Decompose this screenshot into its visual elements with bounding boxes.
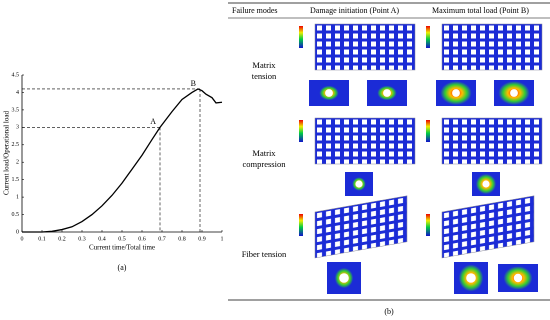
fe-plate xyxy=(441,195,535,259)
failure-mode: Matrix tension xyxy=(251,60,277,81)
fe-image xyxy=(441,117,543,165)
failure-mode: Fiber tension xyxy=(241,249,287,259)
fe-plate xyxy=(441,23,543,71)
x-tick-label: 0.3 xyxy=(78,236,86,242)
y-tick-label: 3 xyxy=(16,125,19,131)
fe-image xyxy=(314,23,416,71)
fe-legend xyxy=(299,120,303,142)
fe-legend xyxy=(426,214,430,236)
fe-plate xyxy=(314,117,416,165)
y-tick-label: 0 xyxy=(16,229,19,235)
x-tick-label: 0.6 xyxy=(138,236,146,242)
y-tick-label: 2.5 xyxy=(12,142,20,148)
y-tick-label: 4 xyxy=(16,90,19,96)
y-tick-label: 1.5 xyxy=(12,177,20,183)
fe-hole xyxy=(513,273,523,283)
fe-plate xyxy=(441,117,543,165)
fe-hole xyxy=(452,89,460,97)
x-tick-label: 0.8 xyxy=(178,236,186,242)
y-tick-label: 2 xyxy=(16,160,19,166)
y-axis-label: Current load/Operational load xyxy=(3,111,11,195)
fe-hole xyxy=(466,273,476,283)
x-tick-label: 0.4 xyxy=(98,236,106,242)
fe-plate xyxy=(314,195,408,259)
x-tick-label: 0.9 xyxy=(198,236,206,242)
x-tick-label: 1 xyxy=(221,236,224,242)
caption: (a) xyxy=(118,263,127,272)
x-axis-label: Current time/Total time xyxy=(89,244,155,252)
y-tick-label: 1 xyxy=(16,194,19,200)
fe-legend xyxy=(299,214,303,236)
fe-hole xyxy=(339,273,349,283)
fe-image xyxy=(314,117,416,165)
failure-mode: Matrix compression xyxy=(242,148,286,169)
annotation-label: B xyxy=(191,79,196,88)
fe-image xyxy=(441,23,543,71)
fe-legend xyxy=(426,26,430,48)
x-tick-label: 0.7 xyxy=(158,236,166,242)
x-tick-label: 0.2 xyxy=(58,236,66,242)
fe-hole xyxy=(325,89,333,97)
fe-hole xyxy=(383,89,391,97)
table-header: Damage initiation (Point A) xyxy=(310,6,400,15)
y-tick-label: 0.5 xyxy=(12,212,20,218)
x-tick-label: 0.1 xyxy=(38,236,46,242)
fe-image xyxy=(314,195,408,259)
y-tick-label: 4.5 xyxy=(12,72,20,78)
fe-hole xyxy=(355,180,363,188)
fe-hole xyxy=(482,180,490,188)
fe-legend xyxy=(299,26,303,48)
table-header: Failure modes xyxy=(232,6,278,15)
table-header: Maximum total load (Point B) xyxy=(432,6,529,15)
fe-image xyxy=(441,195,535,259)
caption: (b) xyxy=(384,307,394,316)
line xyxy=(22,88,223,233)
x-tick-label: 0 xyxy=(21,236,24,242)
fe-hole xyxy=(510,89,518,97)
x-tick-label: 0.5 xyxy=(118,236,126,242)
annotation-label: A xyxy=(150,117,156,126)
fe-plate xyxy=(314,23,416,71)
y-tick-label: 3.5 xyxy=(12,107,20,113)
fe-legend xyxy=(426,120,430,142)
